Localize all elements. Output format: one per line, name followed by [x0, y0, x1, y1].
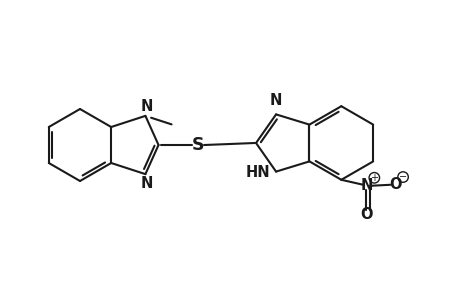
Text: N: N	[140, 176, 152, 191]
Text: N: N	[140, 99, 152, 114]
Text: −: −	[398, 172, 406, 182]
Text: N: N	[269, 93, 282, 108]
Text: S: S	[191, 136, 203, 154]
Text: +: +	[369, 172, 377, 182]
Text: O: O	[388, 177, 401, 192]
Text: O: O	[359, 207, 372, 222]
Text: N: N	[359, 178, 372, 193]
Text: HN: HN	[245, 165, 269, 180]
